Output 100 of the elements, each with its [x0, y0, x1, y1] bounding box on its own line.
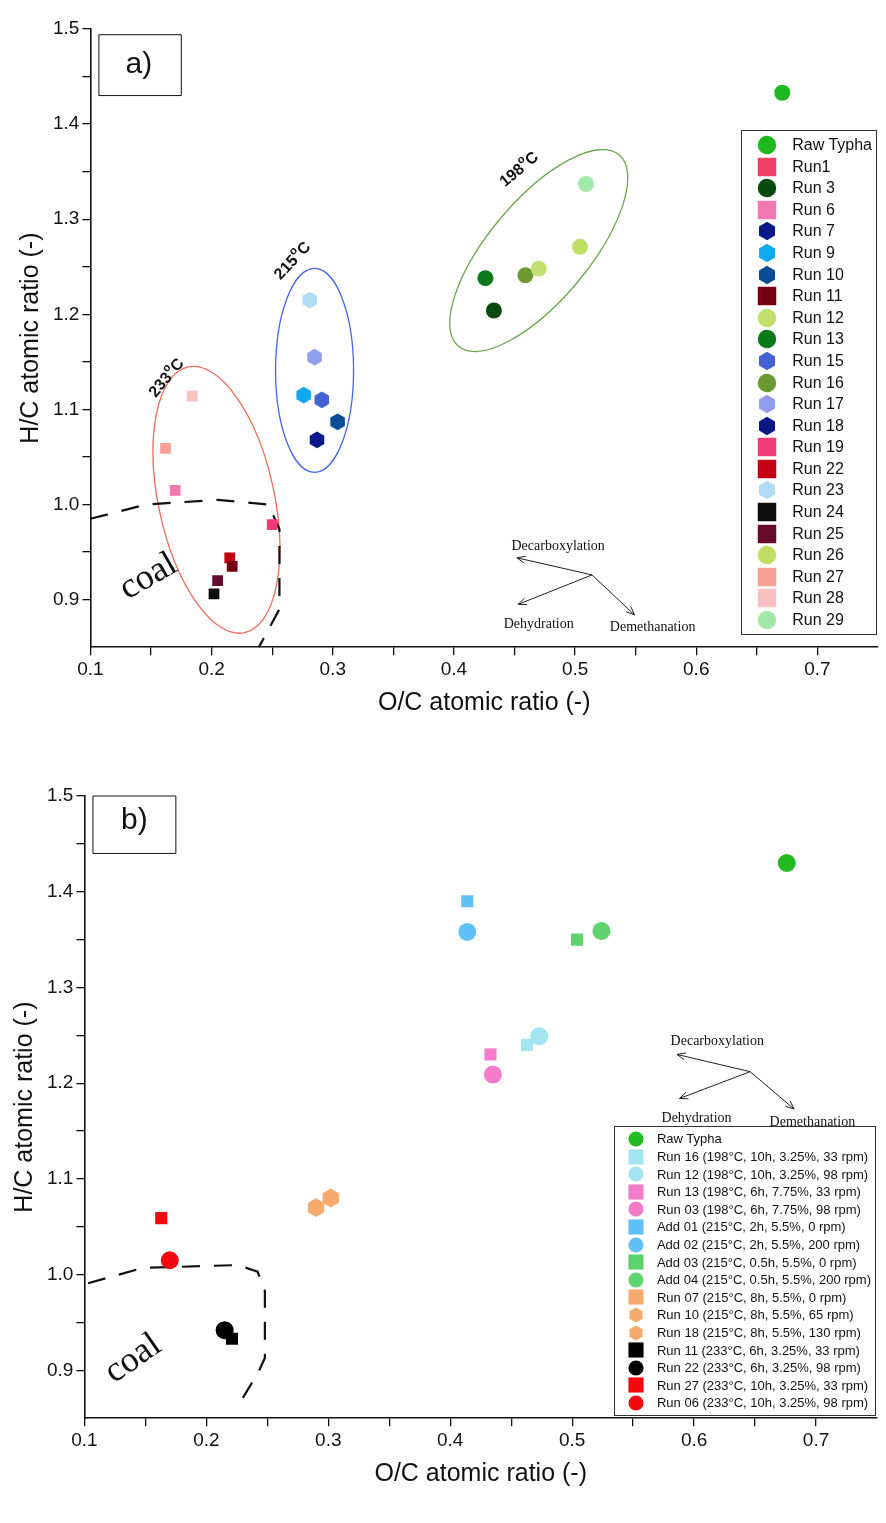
point	[484, 1048, 497, 1061]
legend-label: Add 02 (215°C, 2h, 5.5%, 200 rpm)	[656, 1237, 861, 1253]
legend-label: Run 27	[792, 567, 844, 586]
point	[577, 176, 594, 193]
x-axis-title: O/C atomic ratio (-)	[374, 1457, 587, 1486]
x-tick-label: 0.7	[804, 657, 831, 679]
point	[517, 267, 534, 284]
legend-label: Run 18	[792, 416, 844, 435]
y-tick-label: 0.9	[46, 1358, 74, 1380]
point	[169, 484, 181, 496]
legend-label: Run 24	[792, 503, 844, 522]
point	[592, 921, 611, 940]
legend-label: Raw Typha	[656, 1131, 722, 1147]
legend-label: Run 11	[792, 287, 843, 306]
legend-label: Run 23	[792, 481, 844, 500]
point	[521, 1038, 534, 1051]
point	[777, 854, 796, 873]
point	[225, 1332, 238, 1345]
point	[461, 895, 474, 908]
x-tick-label: 0.4	[437, 1428, 464, 1450]
point	[530, 260, 547, 277]
legend-label: Run 22	[792, 459, 844, 478]
x-axis-title: O/C atomic ratio (-)	[377, 686, 591, 715]
legend-label: Run 26	[792, 546, 844, 565]
legend-label: Run 6	[792, 200, 835, 219]
legend-label: Run 16	[792, 373, 844, 392]
y-tick-label: 0.9	[52, 587, 80, 609]
y-tick-label: 1.5	[46, 784, 74, 806]
x-tick-label: 0.4	[440, 657, 468, 679]
x-tick-label: 0.3	[319, 657, 346, 679]
point	[571, 238, 588, 255]
point	[458, 922, 477, 941]
y-tick-label: 1.3	[52, 207, 80, 229]
y-tick-label: 1.4	[52, 112, 80, 134]
annotation: coal	[111, 542, 184, 607]
y-tick-label: 1.3	[46, 975, 74, 997]
x-tick-label: 0.1	[77, 657, 104, 679]
legend-label: Run 03 (198°C, 6h, 7.75%, 98 rpm)	[656, 1201, 861, 1217]
legend-label: Run 10 (215°C, 8h, 5.5%, 65 rpm)	[656, 1307, 854, 1323]
y-axis-title: H/C atomic ratio (-)	[8, 1001, 37, 1213]
legend-label: Raw Typha	[792, 135, 872, 154]
annotation: Decarboxylation	[511, 538, 605, 554]
point	[160, 1251, 179, 1270]
annotation: Dehydration	[503, 616, 574, 632]
point	[774, 84, 791, 101]
legend-label: Run1	[792, 157, 831, 176]
legend-label: Run 19	[792, 438, 844, 457]
legend-label: Run 9	[792, 243, 835, 262]
x-tick-label: 0.7	[802, 1428, 830, 1450]
x-tick-label: 0.3	[315, 1428, 342, 1450]
y-tick-label: 1.2	[52, 302, 80, 324]
point	[530, 1027, 549, 1046]
x-tick-label: 0.5	[558, 1428, 586, 1450]
legend-label: Run 7	[792, 222, 835, 241]
annotation: b)	[121, 802, 148, 836]
legend-label: Run 3	[792, 179, 835, 198]
annotation: Dehydration	[661, 1110, 732, 1126]
point	[266, 519, 278, 530]
x-tick-label: 0.2	[193, 1428, 220, 1450]
legend-label: Run 12 (198°C, 10h, 3.25%, 98 rpm)	[656, 1166, 869, 1182]
annotation: Decarboxylation	[670, 1032, 764, 1048]
legend-label: Run 17	[792, 395, 844, 414]
legend-label: Run 27 (233°C, 10h, 3.25%, 33 rpm)	[656, 1377, 869, 1393]
annotation: a)	[125, 46, 153, 80]
y-tick-label: 1.2	[46, 1071, 74, 1093]
x-tick-label: 0.5	[561, 657, 589, 679]
y-tick-label: 1.1	[52, 397, 80, 419]
y-tick-label: 1.0	[52, 492, 80, 514]
point	[483, 1065, 502, 1084]
legend-label: Run 11 (233°C, 6h, 3.25%, 33 rpm)	[656, 1342, 860, 1358]
legend-label: Run 12	[792, 308, 844, 327]
point	[212, 575, 224, 586]
y-tick-label: 1.4	[46, 879, 74, 901]
point	[186, 390, 198, 402]
legend-label: Run 13 (198°C, 6h, 7.75%, 33 rpm)	[656, 1184, 861, 1200]
legend-label: Run 10	[792, 265, 844, 284]
legend-label: Run 22 (233°C, 6h, 3.25%, 98 rpm)	[656, 1360, 861, 1376]
legend-label: Run 07 (215°C, 8h, 5.5%, 0 rpm)	[656, 1289, 847, 1305]
x-tick-label: 0.6	[680, 1428, 708, 1450]
legend-label: Add 04 (215°C, 0.5h, 5.5%, 200 rpm)	[656, 1272, 871, 1288]
point	[226, 560, 238, 572]
legend-label: Run 29	[792, 611, 844, 630]
x-tick-label: 0.1	[71, 1428, 98, 1450]
point	[477, 270, 494, 287]
legend-label: Run 06 (233°C, 10h, 3.25%, 98 rpm)	[656, 1395, 869, 1411]
legend-label: Run 25	[792, 524, 844, 543]
point	[485, 302, 502, 319]
x-tick-label: 0.2	[198, 657, 225, 679]
y-tick-label: 1.5	[52, 17, 80, 39]
annotation: 198oC	[495, 147, 542, 190]
y-tick-label: 1.1	[46, 1167, 74, 1189]
legend-label: Run 16 (198°C, 10h, 3.25%, 33 rpm)	[656, 1149, 869, 1165]
legend-label: Run 18 (215°C, 8h, 5.5%, 130 rpm)	[656, 1325, 861, 1341]
annotation: 233oC	[144, 354, 188, 401]
legend-label: Run 28	[792, 589, 844, 608]
annotation: coal	[95, 1323, 168, 1391]
annotation: Demethanation	[609, 618, 696, 634]
legend-label: Add 01 (215°C, 2h, 5.5%, 0 rpm)	[656, 1219, 846, 1235]
x-tick-label: 0.6	[683, 657, 710, 679]
point	[570, 933, 584, 946]
